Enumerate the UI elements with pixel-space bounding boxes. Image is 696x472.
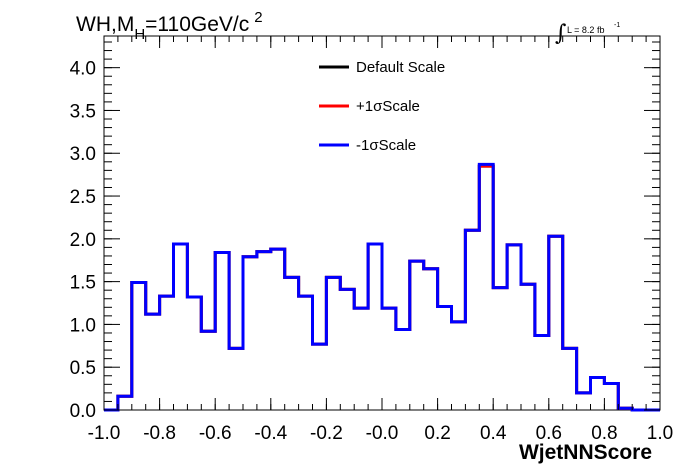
legend: Default Scale +1σScale -1σScale bbox=[319, 59, 445, 154]
x-tick-label: -0.2 bbox=[310, 423, 343, 444]
y-tick-label: 0.0 bbox=[70, 401, 96, 422]
x-tick-label: -0.8 bbox=[143, 423, 176, 444]
chart-title-subscript: H bbox=[134, 26, 145, 43]
x-tick-label: 1.0 bbox=[647, 423, 673, 444]
y-tick-label: 2.0 bbox=[70, 230, 96, 251]
chart-title-rest: =110GeV/c bbox=[145, 13, 249, 36]
x-axis-label: WjetNNScore bbox=[519, 441, 652, 464]
y-tick-label: 1.5 bbox=[70, 273, 96, 294]
x-tick-label: -0.0 bbox=[366, 423, 399, 444]
x-tick-label: 0.4 bbox=[480, 423, 507, 444]
x-tick-label: -1.0 bbox=[88, 423, 121, 444]
chart-title: WH,MH=110GeV/c 2 bbox=[76, 9, 263, 43]
y-tick-label: 1.0 bbox=[70, 315, 96, 336]
chart-title-superscript: 2 bbox=[254, 9, 262, 26]
y-tick-label: 0.5 bbox=[70, 358, 96, 379]
chart-title-main: WH,M bbox=[76, 13, 134, 36]
series-line-2 bbox=[104, 162, 660, 412]
x-tick-label: 0.8 bbox=[591, 423, 617, 444]
legend-label-default: Default Scale bbox=[356, 59, 445, 76]
legend-label-minus1sigma: -1σScale bbox=[356, 137, 416, 154]
y-tick-label: 3.0 bbox=[70, 144, 96, 165]
integral-icon: ∫ bbox=[555, 21, 567, 46]
y-tick-label: 2.5 bbox=[70, 187, 96, 208]
x-tick-label: -0.6 bbox=[199, 423, 232, 444]
lumi-superscript: -1 bbox=[614, 22, 620, 29]
x-tick-label: 0.2 bbox=[424, 423, 450, 444]
lumi-label: L = 8.2 fb bbox=[567, 25, 604, 35]
x-tick-label: 0.6 bbox=[536, 423, 562, 444]
y-tick-label: 3.5 bbox=[70, 101, 96, 122]
legend-label-plus1sigma: +1σScale bbox=[356, 98, 420, 115]
x-tick-label: -0.4 bbox=[254, 423, 287, 444]
y-tick-label: 4.0 bbox=[70, 59, 96, 80]
